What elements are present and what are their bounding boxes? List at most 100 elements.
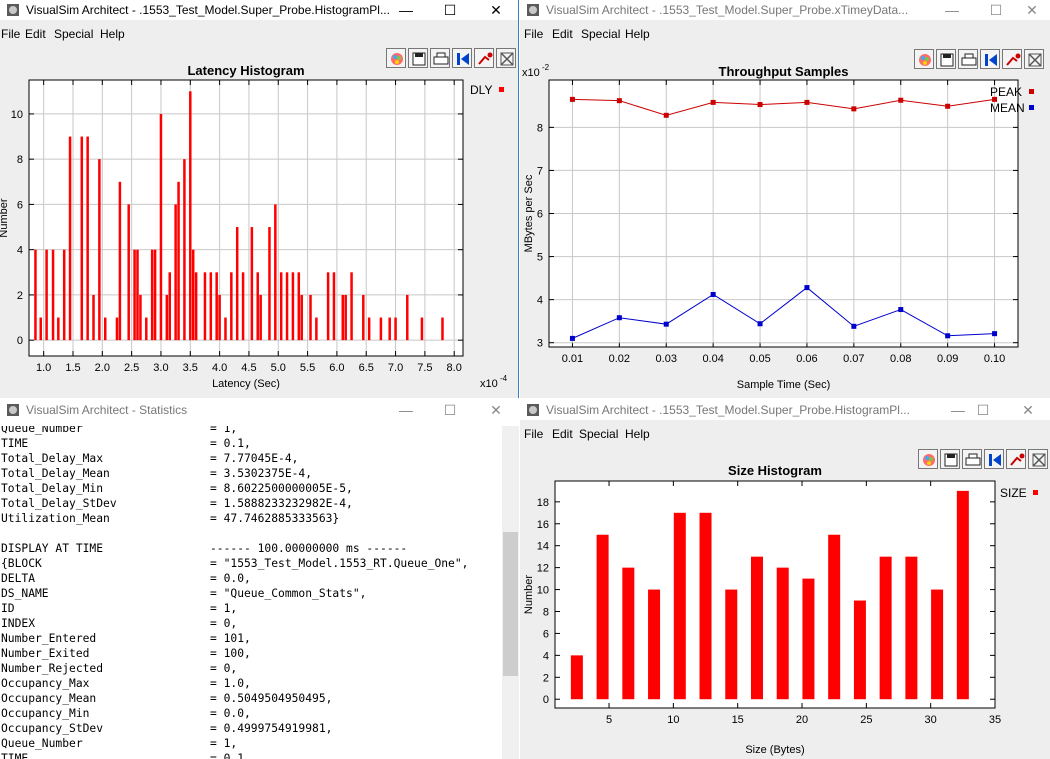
menu-special[interactable]: Special (579, 427, 619, 441)
throughput-plot-toolbar (914, 49, 1050, 69)
print-button[interactable] (958, 49, 978, 69)
maximize-button[interactable]: ☐ (989, 2, 1003, 18)
stat-value: = 1, (210, 426, 238, 435)
menu-edit[interactable]: Edit (552, 27, 573, 41)
stat-key: Total_Delay_Mean (1, 467, 110, 480)
save-button[interactable] (940, 449, 960, 469)
fill-button[interactable] (496, 48, 516, 68)
histogram-bar (133, 249, 136, 341)
x-tick-label: 0.03 (656, 353, 677, 365)
close-button[interactable]: ✕ (1022, 402, 1034, 418)
reset-axes-button[interactable] (980, 49, 1000, 69)
save-button[interactable] (408, 48, 428, 68)
series-point-peak (710, 99, 716, 105)
latency-window-titlebar[interactable]: VisualSim Architect - .1553_Test_Model.S… (0, 0, 518, 20)
histogram-bar (235, 227, 239, 341)
fill-button[interactable] (1024, 49, 1044, 69)
y-tick-label: 6 (537, 209, 543, 221)
chart-title: Size Histogram (728, 463, 822, 478)
x-tick-label: 2.0 (95, 362, 110, 374)
menu-special[interactable]: Special (54, 27, 94, 41)
close-button[interactable]: ✕ (490, 2, 502, 18)
menu-help[interactable]: Help (100, 27, 125, 41)
series-point-mean (992, 331, 998, 337)
size-window-titlebar[interactable]: VisualSim Architect - .1553_Test_Model.S… (520, 400, 1050, 420)
statistics-scrollbar[interactable] (502, 426, 519, 759)
menu-help[interactable]: Help (625, 427, 650, 441)
format-button[interactable] (1002, 49, 1022, 69)
palette-button[interactable] (386, 48, 406, 68)
visualsim-app-icon (7, 4, 19, 16)
series-point-mean (663, 321, 669, 327)
series-point-peak (804, 99, 810, 105)
save-button[interactable] (936, 49, 956, 69)
histogram-bar (203, 272, 207, 341)
format-button[interactable] (474, 48, 494, 68)
series-point-peak (945, 103, 951, 109)
menu-special[interactable]: Special (581, 27, 621, 41)
close-button[interactable]: ✕ (1026, 2, 1038, 18)
maximize-button[interactable]: ☐ (976, 402, 990, 418)
stat-key: Occupancy_Min (1, 707, 90, 720)
palette-button[interactable] (918, 449, 938, 469)
fill-icon (1032, 453, 1046, 467)
series-point-mean (757, 321, 763, 327)
minimize-button[interactable]: — (399, 402, 413, 418)
reset-axes-button[interactable] (984, 449, 1004, 469)
stat-key: DELTA (1, 572, 36, 585)
format-button[interactable] (1006, 449, 1026, 469)
histogram-bar (118, 181, 122, 341)
statistics-window-titlebar[interactable]: VisualSim Architect - Statistics — ☐ ✕ (0, 400, 519, 420)
series-point-peak (851, 106, 857, 112)
x-tick-label: 4.5 (241, 362, 256, 374)
histogram-bar (828, 534, 841, 700)
statistics-text-area[interactable]: Queue_Number = 1, TIME = 0.1, Total_Delay_Ma… (0, 426, 505, 759)
y-tick-label: 4 (543, 650, 549, 662)
chart-title: Throughput Samples (719, 64, 849, 79)
reset-axes-button[interactable] (452, 48, 472, 68)
fill-button[interactable] (1028, 449, 1048, 469)
stat-value: = 0.4999754919981, (210, 722, 333, 735)
stat-key: TIME (1, 752, 29, 759)
plot-frame (548, 79, 1019, 348)
stat-value: = 47.7462885333563} (210, 512, 340, 525)
histogram-bar (62, 249, 66, 341)
menu-file[interactable]: File (1, 27, 21, 41)
y-tick-label: 0 (17, 335, 23, 347)
menu-edit[interactable]: Edit (552, 427, 573, 441)
menu-file[interactable]: File (524, 27, 544, 41)
histogram-bar (279, 272, 283, 341)
minimize-button[interactable]: — (951, 402, 965, 418)
series-point-peak (992, 96, 998, 102)
x-tick-label: 0.09 (937, 353, 958, 365)
series-point-peak (898, 97, 904, 103)
histogram-bar (300, 294, 303, 341)
stat-key: Occupancy_Max (1, 677, 90, 690)
x-tick-label: 4.0 (212, 362, 227, 374)
minimize-button[interactable]: — (399, 2, 413, 18)
print-button[interactable] (430, 48, 450, 68)
close-button[interactable]: ✕ (490, 402, 502, 418)
legend-swatch (1029, 89, 1034, 94)
palette-button[interactable] (914, 49, 934, 69)
stat-key: Total_Delay_StDev (1, 497, 117, 510)
menu-help[interactable]: Help (625, 27, 650, 41)
stat-key: DISPLAY AT TIME (1, 542, 104, 555)
plot-frame (554, 480, 996, 709)
x-tick-label: 0.05 (749, 353, 770, 365)
histogram-bar (362, 294, 365, 341)
y-axis-label: MBytes per Sec (523, 174, 535, 252)
x-tick-label: 7.0 (388, 362, 403, 374)
statistics-scrollbar-thumb[interactable] (503, 532, 518, 676)
stat-key: Total_Delay_Min (1, 482, 104, 495)
menu-file[interactable]: File (524, 427, 544, 441)
print-button[interactable] (962, 449, 982, 469)
statistics-window: VisualSim Architect - Statistics — ☐ ✕ Q… (0, 400, 519, 759)
minimize-button[interactable]: — (945, 2, 959, 18)
histogram-bar (115, 317, 119, 341)
menu-edit[interactable]: Edit (25, 27, 46, 41)
maximize-button[interactable]: ☐ (443, 402, 457, 418)
y-tick-label: 8 (17, 154, 23, 166)
maximize-button[interactable]: ☐ (443, 2, 457, 18)
throughput-window-titlebar[interactable]: VisualSim Architect - .1553_Test_Model.S… (520, 0, 1050, 20)
